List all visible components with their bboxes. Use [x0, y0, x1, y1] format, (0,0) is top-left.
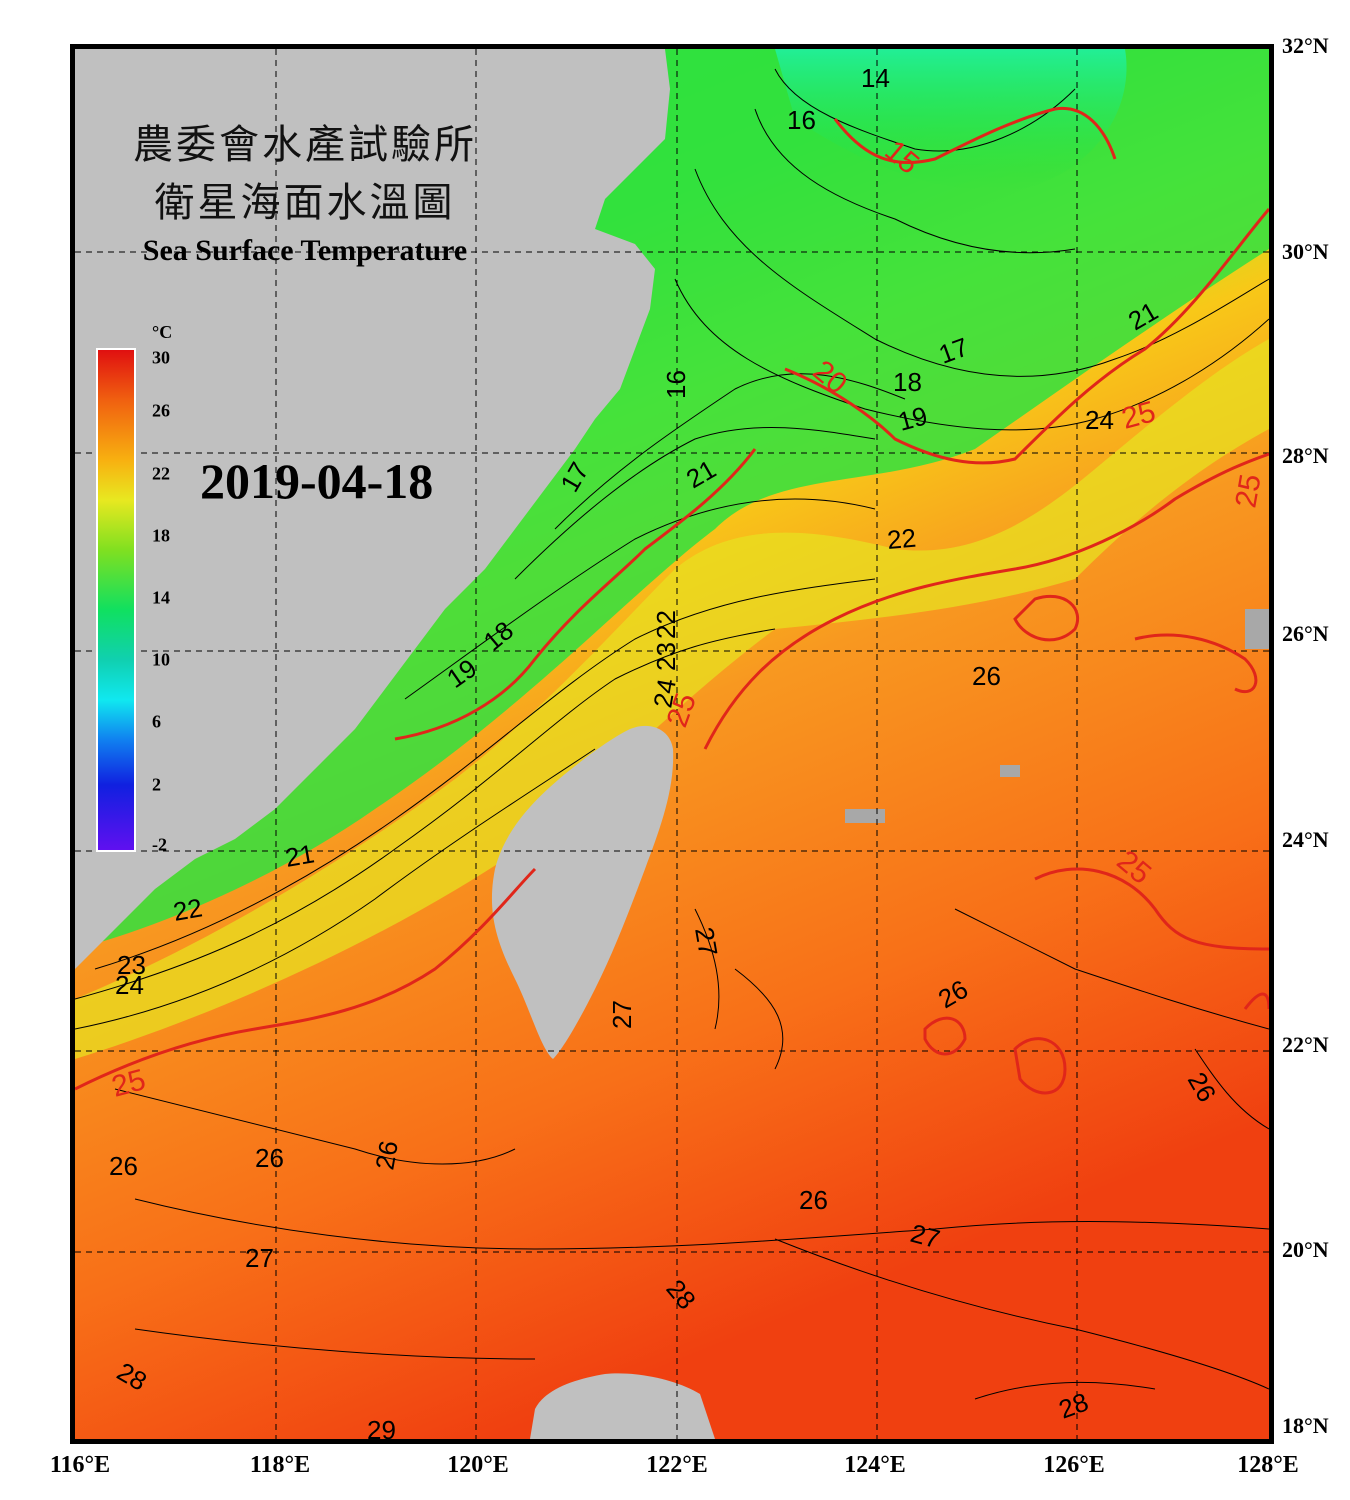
contour-label: 18 [893, 367, 922, 397]
ryukyu-island [1245, 609, 1269, 649]
contour-label: 27 [607, 1000, 637, 1029]
longitude-label: 122°E [646, 1452, 708, 1478]
latitude-label: 32°N [1282, 33, 1329, 58]
contour-label: 16 [787, 105, 816, 135]
contour-label: 26 [109, 1151, 138, 1181]
observation-date: 2019-04-18 [200, 453, 434, 509]
isotherms-minor [75, 68, 1269, 1400]
colorbar-tick: 22 [152, 463, 170, 484]
colorbar-tick: 26 [152, 400, 170, 421]
contour-label: 26 [369, 1138, 404, 1172]
coldest-water [775, 49, 1127, 191]
latitude-label: 26°N [1282, 621, 1329, 646]
contour-label: 16 [661, 370, 691, 399]
contour-label: 29 [367, 1415, 396, 1439]
colorbar-tick: 14 [152, 587, 170, 608]
contour-label: 27 [689, 925, 724, 959]
sst-map: 14 16 16 17 17 18 18 19 19 21 21 21 22 2… [70, 44, 1274, 1444]
contour-label: 24 [647, 676, 682, 710]
contour-label: 21 [283, 838, 317, 873]
latitude-label: 24°N [1282, 827, 1329, 852]
colorbar-tick: 18 [152, 525, 170, 546]
colorbar [96, 348, 136, 852]
latitude-label: 20°N [1282, 1237, 1329, 1262]
contour-label: 22 [171, 892, 205, 927]
colorbar-tick: 10 [152, 649, 170, 670]
ryukyu-island [1000, 765, 1020, 777]
contour-label: 26 [972, 661, 1001, 691]
contour-label: 22 [651, 610, 681, 639]
title-agency: 農委會水產試驗所 [133, 122, 477, 168]
latitude-label: 22°N [1282, 1032, 1329, 1057]
colorbar-unit: °C [152, 322, 173, 342]
contour-label: 23 [117, 950, 146, 980]
latitude-label: 30°N [1282, 239, 1329, 264]
title-product: 衛星海面水溫圖 [154, 180, 456, 226]
ryukyu-island [845, 809, 885, 823]
contour-label-major: 25 [1229, 472, 1267, 511]
contour-label: 23 [651, 642, 681, 671]
luzon-island [530, 1373, 715, 1439]
title-english: Sea Surface Temperature [142, 234, 468, 267]
longitude-label: 128°E [1237, 1452, 1299, 1478]
isotherms-major [75, 106, 1269, 1095]
contour-label: 24 [115, 970, 144, 1000]
taiwan-island [491, 725, 674, 1059]
colorbar-tick: 6 [152, 711, 161, 732]
frontal-band [75, 339, 1269, 1059]
contour-label: 14 [861, 63, 890, 93]
contour-label: 27 [245, 1243, 274, 1273]
longitude-label: 120°E [447, 1452, 509, 1478]
contour-label: 24 [1085, 405, 1114, 435]
longitude-label: 126°E [1043, 1452, 1105, 1478]
contour-label: 26 [255, 1143, 284, 1173]
colorbar-tick: 30 [152, 347, 170, 368]
longitude-label: 118°E [249, 1452, 311, 1478]
china-mainland [75, 49, 670, 969]
sst-map-canvas: 14 16 16 17 17 18 18 19 19 21 21 21 22 2… [75, 49, 1269, 1439]
graticule [75, 49, 1269, 1439]
colorbar-tick: -2 [152, 834, 167, 855]
longitude-label: 124°E [844, 1452, 906, 1478]
map-title: 農委會水產試驗所 衛星海面水溫圖 Sea Surface Temperature [100, 116, 510, 268]
longitude-label: 116°E [49, 1452, 111, 1478]
latitude-label: 18°N [1282, 1413, 1329, 1438]
colorbar-tick: 2 [152, 774, 161, 795]
contour-label: 26 [799, 1185, 828, 1215]
contour-label: 22 [886, 523, 917, 555]
latitude-label: 28°N [1282, 443, 1329, 468]
